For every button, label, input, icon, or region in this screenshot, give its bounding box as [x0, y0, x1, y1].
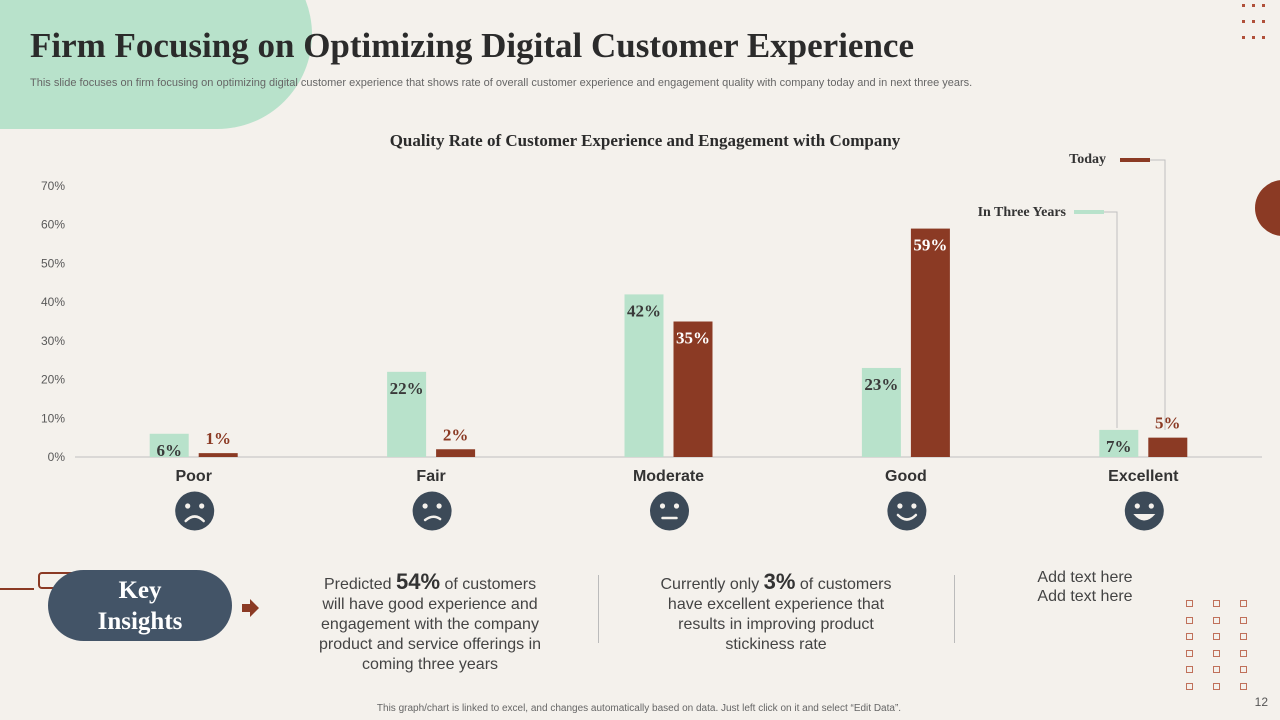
footer-note: This graph/chart is linked to excel, and… [376, 703, 902, 714]
bar-three-years [624, 294, 664, 457]
bar-today [673, 321, 713, 457]
data-label-three-years: 42% [627, 301, 661, 320]
page-number: 12 [1254, 695, 1268, 709]
bar-today [436, 449, 476, 457]
insight-3[interactable]: Add text here Add text here [1010, 568, 1160, 606]
data-label-three-years: 6% [156, 441, 182, 460]
insight-2-prefix: Currently only [660, 576, 764, 593]
data-label-today: 1% [205, 429, 231, 448]
insight-1: Predicted 54% of customers will have goo… [312, 569, 548, 675]
decorative-line [0, 588, 34, 590]
insight-2-text: of customers have excellent experience t… [667, 576, 892, 653]
legend-leader-today [1150, 159, 1166, 430]
neutral-face-icon [650, 491, 689, 531]
y-tick-label: 30% [41, 334, 65, 348]
face-mouth [1133, 514, 1156, 521]
frown-face-icon [412, 491, 452, 531]
x-category-label: Fair [416, 468, 445, 485]
y-tick-label: 20% [41, 373, 65, 387]
data-label-three-years: 7% [1106, 437, 1132, 456]
legend-label-three-years: In Three Years [978, 205, 1067, 220]
divider [954, 575, 955, 643]
data-label-today: 2% [443, 425, 469, 444]
face-eye [199, 503, 205, 509]
face-eye [1134, 503, 1140, 509]
x-category-label: Excellent [1108, 468, 1179, 485]
y-tick-label: 50% [41, 256, 65, 270]
decorative-blob [0, 0, 312, 129]
legend-leader-three-years [1104, 211, 1118, 428]
insight-1-prefix: Predicted [323, 576, 396, 593]
face-eye [436, 503, 442, 509]
data-label-three-years: 22% [390, 379, 424, 398]
insight-2-highlight: 3% [763, 569, 796, 594]
key-insights-line2: Insights [97, 608, 183, 635]
face-eye [185, 503, 191, 509]
face-eye [673, 503, 680, 509]
insight-1-text: of customers will have good experience a… [318, 576, 542, 673]
decorative-dots-bottom [1186, 600, 1247, 700]
bar-three-years [861, 367, 901, 457]
divider [598, 575, 599, 643]
smile-face-icon [887, 491, 927, 531]
y-tick-label: 0% [48, 450, 66, 464]
bar-chart: 0% 10% 20% 30% 40% 50% 60% 70% 6% 1% Poor 22% 2% Fair… [41, 152, 1262, 531]
bar-three-years [1099, 429, 1139, 457]
y-tick-label: 10% [41, 411, 65, 425]
data-label-three-years: 23% [864, 375, 898, 394]
legend-swatch-today [1120, 158, 1150, 162]
sad-face-icon [175, 491, 215, 531]
face-eye [897, 503, 903, 509]
insight-3-line1: Add text here [1037, 569, 1133, 586]
data-label-today: 5% [1155, 414, 1181, 433]
key-insights-line1: Key [118, 577, 162, 604]
y-tick-label: 70% [41, 179, 65, 193]
key-insights-badge: Key Insights [48, 570, 232, 641]
bar-today [910, 228, 950, 457]
face-eye [911, 503, 917, 509]
decorative-dots-top [1242, 4, 1266, 40]
data-label-today: 59% [913, 236, 947, 255]
legend-swatch-three-years [1074, 210, 1104, 214]
bar-three-years [149, 433, 189, 457]
page-subtitle: This slide focuses on firm focusing on o… [30, 77, 973, 89]
insight-1-highlight: 54% [395, 569, 441, 594]
arrow-right-icon [242, 599, 259, 617]
data-label-today: 35% [676, 329, 710, 348]
face-eye [1148, 503, 1154, 509]
x-category-label: Good [885, 468, 927, 485]
legend-label-today: Today [1069, 152, 1106, 167]
page-title: Firm Focusing on Optimizing Digital Cust… [30, 26, 915, 65]
insight-2: Currently only 3% of customers have exce… [658, 569, 894, 655]
bar-today [1148, 437, 1188, 457]
chart-title: Quality Rate of Customer Experience and … [389, 131, 901, 150]
bar-three-years [387, 371, 427, 457]
insight-3-line2: Add text here [1037, 588, 1133, 605]
face-eye [659, 503, 666, 509]
y-tick-label: 60% [41, 218, 65, 232]
face-mouth [184, 515, 205, 523]
y-tick-label: 40% [41, 295, 65, 309]
grin-face-icon [1124, 491, 1164, 531]
face-mouth [896, 513, 918, 521]
x-category-label: Poor [175, 468, 211, 485]
face-mouth [423, 515, 442, 522]
x-category-label: Moderate [633, 468, 704, 485]
face-eye [422, 503, 428, 509]
bar-today [198, 453, 238, 457]
